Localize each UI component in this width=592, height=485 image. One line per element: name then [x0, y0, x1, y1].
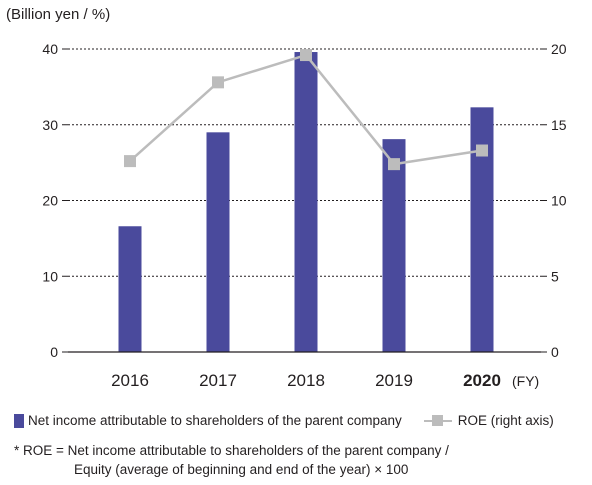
y-right-tick-label: 10 — [551, 193, 567, 209]
legend: Net income attributable to shareholders … — [14, 413, 554, 428]
bar — [382, 139, 406, 352]
y-left-tick-label: 10 — [42, 268, 58, 284]
x-tick-label: 2020 — [463, 371, 501, 390]
bar — [206, 132, 230, 352]
legend-bar-swatch — [14, 413, 24, 428]
y-right-tick-label: 20 — [551, 41, 567, 57]
legend-line-swatch — [423, 414, 452, 428]
y-left-tick-label: 20 — [42, 193, 58, 209]
roe-series — [124, 49, 488, 171]
bar — [118, 226, 142, 352]
unit-label: (Billion yen / %) — [6, 6, 111, 23]
y-right-tick-label: 5 — [551, 268, 559, 284]
roe-point — [476, 144, 488, 157]
y-left-tick-label: 30 — [42, 117, 58, 133]
footnote-line-1: * ROE = Net income attributable to share… — [14, 443, 449, 458]
y-left-tick-label: 0 — [50, 344, 58, 360]
roe-point — [300, 49, 312, 62]
legend-bar-label: Net income attributable to shareholders … — [28, 413, 402, 428]
roe-point — [212, 76, 224, 89]
roe-point — [124, 155, 136, 168]
x-axis-unit: (FY) — [512, 373, 539, 389]
x-tick-label: 2016 — [111, 371, 149, 390]
y-right-tick-label: 0 — [551, 344, 559, 360]
footnote-line-2: Equity (average of beginning and end of … — [74, 462, 409, 477]
bar — [470, 107, 494, 352]
x-tick-label: 2019 — [375, 371, 413, 390]
y-left-tick-label: 40 — [42, 41, 58, 57]
y-right-tick-label: 15 — [551, 117, 567, 133]
bar-series — [118, 52, 494, 352]
roe-point — [388, 158, 400, 171]
x-tick-label: 2017 — [199, 371, 237, 390]
tick-labels: 0 0 10 5 20 10 30 15 40 20 2016 2017 2018 2019 2020 (FY… — [42, 41, 566, 390]
axes — [62, 48, 547, 353]
legend-line-label: ROE (right axis) — [457, 413, 554, 428]
x-tick-label: 2018 — [287, 371, 325, 390]
bar — [294, 52, 318, 352]
chart-area: 0 0 10 5 20 10 30 15 40 20 2016 2017 2018 2019 2020 (FY… — [42, 41, 566, 390]
footnote: * ROE = Net income attributable to share… — [14, 441, 449, 479]
